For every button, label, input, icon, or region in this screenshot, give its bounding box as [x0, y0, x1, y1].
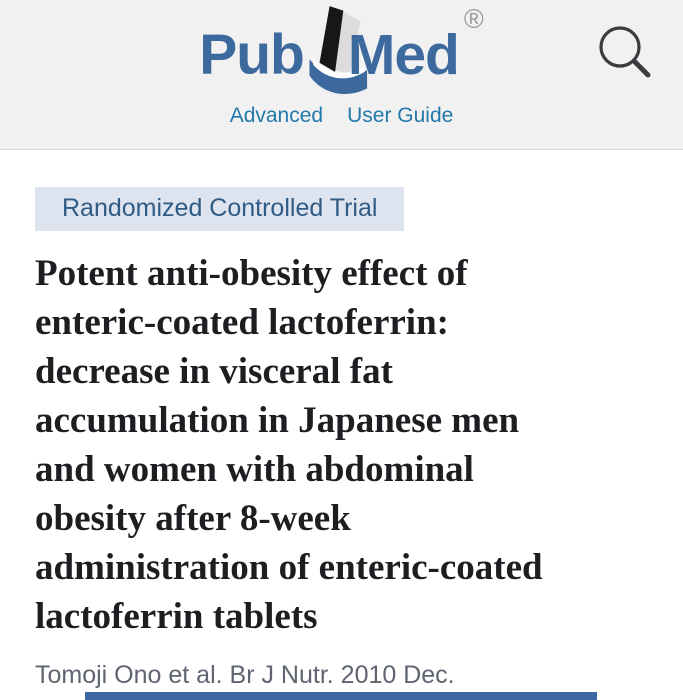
user-guide-link[interactable]: User Guide	[347, 104, 454, 127]
article-title-line: and women with abdominal	[35, 449, 474, 490]
open-book-icon	[304, 4, 368, 100]
article-title-line: decrease in visceral fat	[35, 351, 393, 392]
article-title-line: accumulation in Japanese men	[35, 400, 520, 441]
header-links: Advanced User Guide	[0, 104, 683, 128]
search-icon[interactable]	[595, 22, 653, 80]
citation-line: Tomoji Ono et al. Br J Nutr. 2010 Dec.	[35, 661, 455, 689]
pubmed-logo[interactable]: Pub Med®	[199, 6, 484, 100]
article-title-line: obesity after 8-week	[35, 498, 351, 539]
article-title-line: lactoferrin tablets	[35, 596, 318, 637]
article-content: Randomized Controlled Trial Potent anti-…	[0, 150, 683, 690]
publication-type-badge: Randomized Controlled Trial	[35, 187, 405, 231]
bottom-partial-bar	[85, 692, 597, 700]
advanced-search-link[interactable]: Advanced	[229, 104, 324, 127]
article-title-line: administration of enteric-coated	[35, 547, 543, 588]
article-title: Potent anti-obesity effect of enteric-co…	[35, 249, 655, 641]
article-title-line: Potent anti-obesity effect of	[35, 253, 468, 294]
logo-pub-text: Pub	[199, 22, 305, 87]
registered-trademark: ®	[463, 4, 484, 34]
article-title-line: enteric-coated lactoferrin:	[35, 302, 449, 343]
header: Pub Med® Advanced User Guide	[0, 0, 683, 150]
logo-med-text: Med	[347, 22, 460, 87]
